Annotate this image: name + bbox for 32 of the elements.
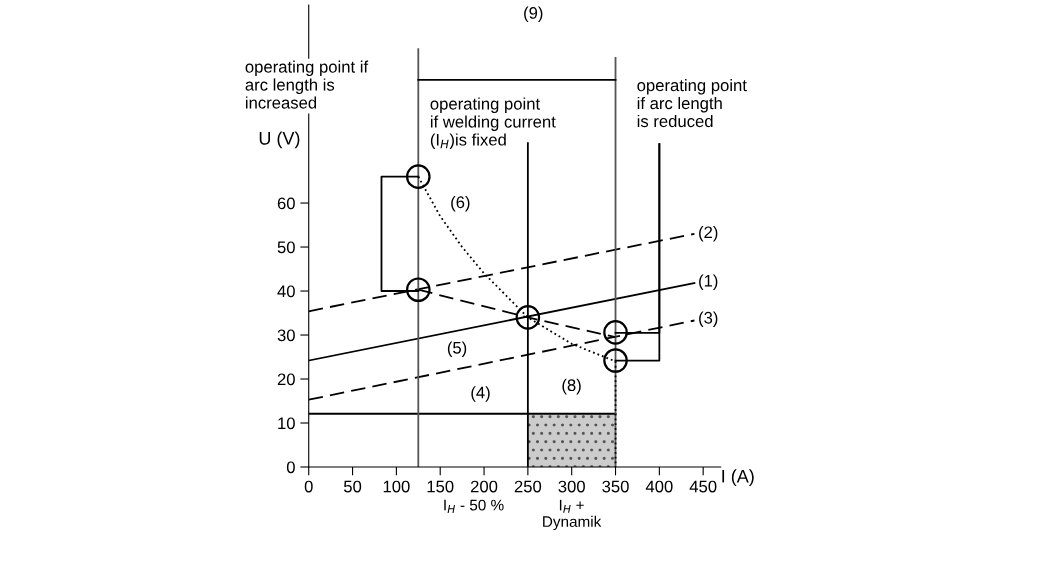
annotation: (2) <box>699 225 718 242</box>
x-tick-label: 100 <box>383 480 410 493</box>
annotation: (6) <box>451 195 470 212</box>
annotation: (5) <box>447 341 467 357</box>
x-tick-label: 350 <box>602 480 629 493</box>
x-tick-label: 200 <box>470 480 498 493</box>
x-tick-label: 50 <box>343 480 362 493</box>
annotation: operating point if arc length is increased <box>245 60 369 109</box>
y-tick-label: 60 <box>277 197 295 210</box>
annotation: operating point if arc length is reduced <box>637 78 747 128</box>
x-tick-label: 0 <box>304 480 313 493</box>
x-tick-label: 150 <box>427 480 454 493</box>
text: I$_{H}$ - 50 % <box>444 499 504 513</box>
y-tick-label: 50 <box>277 241 295 254</box>
x-tick-label: 300 <box>558 480 585 493</box>
x-axis-title: I (A) <box>722 469 754 487</box>
y-tick-label: 10 <box>278 417 295 430</box>
y-axis-title: U (V) <box>259 131 300 149</box>
x-tick-label: 450 <box>689 480 717 493</box>
text: I$_{H}$ + Dynamik <box>543 499 602 531</box>
y-tick-label: 40 <box>277 285 295 298</box>
annotation: (1) <box>699 274 718 290</box>
y-tick-label: 20 <box>277 373 295 386</box>
annotation: (9) <box>524 6 543 23</box>
annotation: (8) <box>562 378 581 395</box>
y-tick-label: 30 <box>277 329 295 342</box>
x-tick-label: 400 <box>645 480 673 493</box>
annotation: (4) <box>471 386 490 402</box>
annotation: (3) <box>699 311 718 327</box>
x-tick-label: 250 <box>514 480 542 493</box>
y-tick-label: 0 <box>286 461 295 474</box>
annotation: operating point if welding current (I$_{H}$)is fixed <box>430 97 556 149</box>
